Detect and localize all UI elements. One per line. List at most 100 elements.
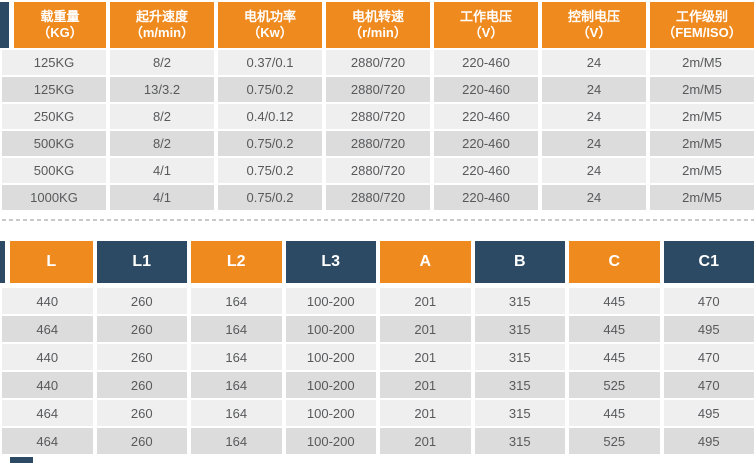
table-cell: 8/2 [110,131,214,156]
table-cell: 100-200 [285,372,376,398]
table-cell: 0.75/0.2 [218,77,322,102]
table-row: 440 260 164 100-200 201 315 445 470 [2,344,754,370]
column-header-C1: C1 [663,241,754,283]
table-cell: 220-460 [434,104,538,129]
table-cell: 201 [380,288,471,314]
table-row: 440 260 164 100-200 201 315 445 470 [2,288,754,314]
table-cell: 470 [663,372,754,398]
table-cell: 260 [96,428,187,454]
column-header-A: A [380,241,471,283]
table-cell: 100-200 [285,344,376,370]
table-cell: 2880/720 [326,131,430,156]
column-title: 载重量 [40,8,80,24]
table-cell: 220-460 [434,77,538,102]
table-cell: 100-200 [285,428,376,454]
table-cell: 220-460 [434,185,538,210]
table-cell: 315 [474,316,565,342]
column-unit: （V） [468,25,504,40]
column-title: 电机转速 [351,8,404,24]
table-cell: 164 [191,288,282,314]
table-cell: 500KG [2,131,106,156]
table-cell: 220-460 [434,158,538,183]
table-row: 125KG 8/2 0.37/0.1 2880/720 220-460 24 2m/M5 [2,50,754,75]
table-cell: 201 [380,400,471,426]
table-cell: 125KG [2,50,106,75]
column-header-working-voltage: 工作电压 （V） [434,2,538,48]
table-cell: 164 [191,316,282,342]
column-unit: （Kw） [247,25,293,40]
specs-table-body: 125KG 8/2 0.37/0.1 2880/720 220-460 24 2m/M5 12… [2,50,754,210]
table-cell: 8/2 [110,50,214,75]
column-header-lift-speed: 起升速度 （m/min） [110,2,214,48]
table-cell: 445 [569,344,660,370]
column-unit: （V） [576,25,612,40]
table-cell: 495 [663,428,754,454]
dimensions-table-body: 440 260 164 100-200 201 315 445 470 464 260 164 100… [2,288,754,454]
table-cell: 445 [569,288,660,314]
table-cell: 440 [2,344,93,370]
column-header-L: L [10,241,93,283]
header-accent-strip [0,2,9,48]
table-cell: 0.37/0.1 [218,50,322,75]
header-accent-strip [0,241,5,283]
table-cell: 315 [474,428,565,454]
table-cell: 260 [96,316,187,342]
table-cell: 24 [542,158,646,183]
table-cell: 164 [191,400,282,426]
table-cell: 260 [96,372,187,398]
column-header-motor-speed: 电机转速 （r/min） [326,2,430,48]
table-cell: 2880/720 [326,158,430,183]
table-cell: 2880/720 [326,77,430,102]
table-cell: 0.75/0.2 [218,131,322,156]
table-cell: 440 [2,288,93,314]
table-cell: 2m/M5 [650,158,754,183]
column-header-control-voltage: 控制电压 （V） [542,2,646,48]
table-cell: 2m/M5 [650,77,754,102]
table-cell: 315 [474,344,565,370]
column-unit: （FEM/ISO） [662,25,742,40]
table-cell: 2m/M5 [650,185,754,210]
table-cell: 260 [96,400,187,426]
table-cell: 164 [191,372,282,398]
table-cell: 315 [474,288,565,314]
table-cell: 164 [191,344,282,370]
column-title: 电机功率 [243,8,296,24]
table-cell: 24 [542,50,646,75]
table-cell: 464 [2,400,93,426]
table-cell: 525 [569,372,660,398]
table-cell: 495 [663,316,754,342]
table-cell: 260 [96,344,187,370]
table-cell: 8/2 [110,104,214,129]
table-cell: 24 [542,131,646,156]
column-header-L1: L1 [96,241,187,283]
table-cell: 2880/720 [326,50,430,75]
table-cell: 4/1 [110,158,214,183]
table-cell: 525 [569,428,660,454]
table-row: 464 260 164 100-200 201 315 445 495 [2,400,754,426]
table-cell: 495 [663,400,754,426]
table-row: 250KG 8/2 0.4/0.12 2880/720 220-460 24 2m/M5 [2,104,754,129]
column-header-L3: L3 [285,241,376,283]
table-row: 440 260 164 100-200 201 315 525 470 [2,372,754,398]
table-cell: 470 [663,344,754,370]
table-cell: 500KG [2,158,106,183]
table-row: 464 260 164 100-200 201 315 445 495 [2,316,754,342]
column-title: 工作级别 [675,8,728,24]
table-cell: 250KG [2,104,106,129]
table-cell: 2880/720 [326,185,430,210]
table-row: 500KG 4/1 0.75/0.2 2880/720 220-460 24 2m/M5 [2,158,754,183]
table-cell: 315 [474,372,565,398]
column-header-L2: L2 [191,241,282,283]
column-header-load: 载重量 （KG） [14,2,106,48]
table-cell: 260 [96,288,187,314]
table-cell: 164 [191,428,282,454]
table-cell: 201 [380,316,471,342]
next-table-peek [10,457,33,463]
column-unit: （m/min） [129,25,195,40]
table-row: 500KG 8/2 0.75/0.2 2880/720 220-460 24 2m/M5 [2,131,754,156]
table-cell: 464 [2,316,93,342]
table-cell: 24 [542,77,646,102]
table-cell: 201 [380,344,471,370]
table-cell: 0.75/0.2 [218,185,322,210]
